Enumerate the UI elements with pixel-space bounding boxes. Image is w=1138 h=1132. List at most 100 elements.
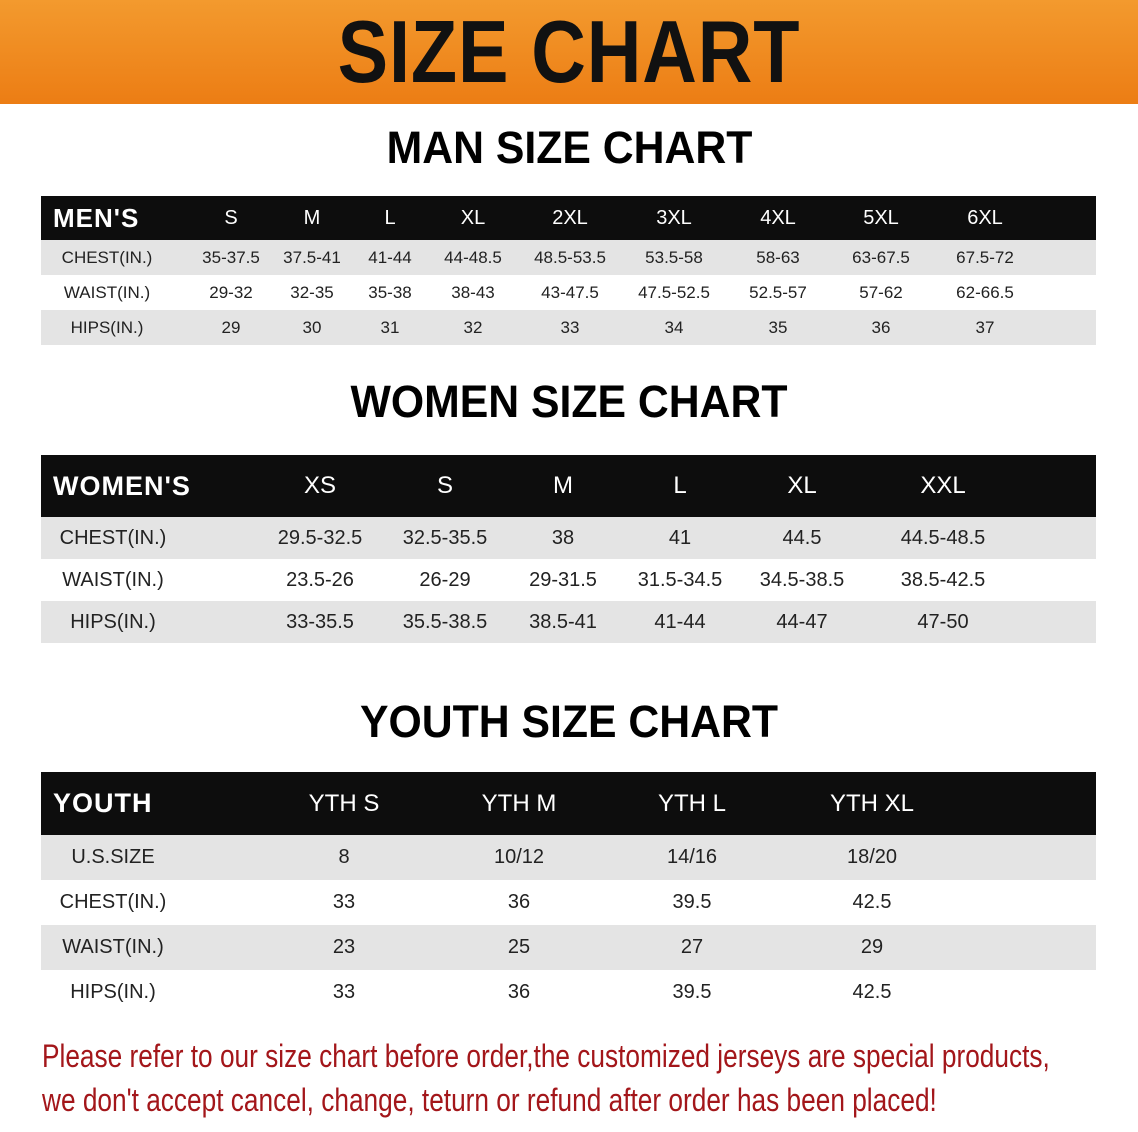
size-header: M	[303, 206, 321, 229]
measurement-cell: 35-37.5	[202, 247, 260, 267]
measurement-cell: 62-66.5	[956, 282, 1014, 302]
size-header: XL	[787, 472, 817, 499]
measurement-cell: 31.5-34.5	[637, 568, 723, 591]
table-row: U.S.SIZE 8 10/12 14/16 18/20	[41, 835, 1096, 880]
measurement-cell: 35.5-38.5	[402, 610, 488, 633]
measurement-cell: 52.5-57	[749, 282, 807, 302]
row-label: HIPS(IN.)	[70, 610, 156, 633]
measurement-cell: 31	[380, 317, 400, 337]
order-notice-line-1: Please refer to our size chart before or…	[42, 1038, 1050, 1074]
measurement-cell: 27	[680, 936, 704, 958]
size-header: XS	[303, 472, 337, 499]
measurement-cell: 29-31.5	[529, 568, 597, 591]
table-row: WAIST(IN.) 23.5-26 26-29 29-31.5 31.5-34.5 34…	[41, 559, 1096, 601]
measurement-cell: 44-48.5	[444, 247, 502, 267]
measurement-cell: 38-43	[451, 282, 495, 302]
measurement-cell: 47.5-52.5	[638, 282, 710, 302]
measurement-cell: 32-35	[290, 282, 334, 302]
table-row: CHEST(IN.) 35-37.5 37.5-41 41-44 44-48.5 48.5…	[41, 240, 1096, 275]
size-header: YTH S	[308, 789, 380, 817]
table-row: HIPS(IN.) 33-35.5 35.5-38.5 38.5-41 41-44 44-…	[41, 601, 1096, 643]
measurement-cell: 32	[463, 317, 483, 337]
size-header: 6XL	[967, 206, 1003, 229]
row-label: CHEST(IN.)	[61, 247, 153, 267]
size-header: L	[384, 206, 396, 229]
measurement-cell: 44.5-48.5	[900, 526, 986, 549]
men-header-label: MEN'S	[53, 202, 140, 233]
measurement-cell: 37	[975, 317, 995, 337]
measurement-cell: 41-44	[368, 247, 412, 267]
table-row: WAIST(IN.) 29-32 32-35 35-38 38-43 43-47.5 47.…	[41, 275, 1096, 310]
row-label: HIPS(IN.)	[70, 317, 144, 337]
measurement-cell: 41-44	[654, 610, 706, 633]
measurement-cell: 48.5-53.5	[534, 247, 606, 267]
order-notice-line-2: we don't accept cancel, change, teturn o…	[42, 1082, 937, 1118]
measurement-cell: 37.5-41	[283, 247, 341, 267]
size-header: M	[553, 472, 573, 499]
measurement-cell: 35	[768, 317, 788, 337]
men-header-row: MEN'S S M L XL 2XL 3XL 4XL 5XL 6XL	[41, 196, 1096, 240]
measurement-cell: 42.5	[852, 891, 892, 913]
youth-header-row: YOUTH YTH S YTH M YTH L YTH XL	[41, 772, 1096, 835]
men-size-table: MEN'S S M L XL 2XL 3XL 4XL 5XL 6XL CHEST(IN.) 35-37…	[41, 196, 1096, 345]
youth-size-table: YOUTH YTH S YTH M YTH L YTH XL U.S.SIZE 8 10/12…	[41, 772, 1096, 1015]
row-label: WAIST(IN.)	[62, 568, 164, 591]
measurement-cell: 38.5-42.5	[900, 568, 986, 591]
size-header: YTH XL	[829, 789, 915, 817]
size-header: XXL	[920, 472, 966, 499]
measurement-cell: 18/20	[846, 846, 898, 868]
row-label: U.S.SIZE	[71, 846, 155, 868]
measurement-cell: 57-62	[859, 282, 903, 302]
measurement-cell: 10/12	[493, 846, 545, 868]
women-section-title: WOMEN SIZE CHART	[0, 376, 1138, 428]
table-row: HIPS(IN.) 33 36 39.5 42.5	[41, 970, 1096, 1015]
measurement-cell: 29	[860, 936, 884, 958]
table-row: WAIST(IN.) 23 25 27 29	[41, 925, 1096, 970]
youth-header-label: YOUTH	[53, 788, 153, 818]
size-header: 2XL	[552, 206, 588, 229]
measurement-cell: 25	[507, 936, 531, 958]
table-row: HIPS(IN.) 29 30 31 32 33 34 35 36 37	[41, 310, 1096, 345]
measurement-cell: 30	[302, 317, 322, 337]
row-label: CHEST(IN.)	[59, 526, 167, 549]
youth-title-text: YOUTH SIZE CHART	[359, 696, 778, 747]
women-size-table: WOMEN'S XS S M L XL XXL CHEST(IN.) 29.5-32.5 32.5…	[41, 455, 1096, 643]
measurement-cell: 44-47	[776, 610, 828, 633]
size-chart-banner: SIZE CHART	[0, 0, 1138, 104]
measurement-cell: 34.5-38.5	[759, 568, 845, 591]
measurement-cell: 36	[871, 317, 891, 337]
table-row: CHEST(IN.) 29.5-32.5 32.5-35.5 38 41 44.5 44.5…	[41, 517, 1096, 559]
banner-title: SIZE CHART	[337, 2, 801, 101]
men-title-text: MAN SIZE CHART	[386, 122, 752, 173]
measurement-cell: 53.5-58	[645, 247, 703, 267]
measurement-cell: 29-32	[209, 282, 253, 302]
measurement-cell: 34	[664, 317, 684, 337]
measurement-cell: 67.5-72	[956, 247, 1014, 267]
women-header-label: WOMEN'S	[53, 470, 191, 501]
measurement-cell: 33	[332, 891, 356, 913]
measurement-cell: 43-47.5	[541, 282, 599, 302]
size-header: L	[673, 472, 687, 499]
measurement-cell: 14/16	[666, 846, 718, 868]
row-label: CHEST(IN.)	[59, 891, 167, 913]
measurement-cell: 47-50	[917, 610, 969, 633]
size-header: XL	[460, 206, 486, 229]
women-title-text: WOMEN SIZE CHART	[350, 376, 788, 427]
measurement-cell: 32.5-35.5	[402, 526, 488, 549]
size-header: S	[224, 206, 238, 229]
measurement-cell: 36	[507, 981, 531, 1003]
men-section-title: MAN SIZE CHART	[0, 122, 1138, 174]
row-label: WAIST(IN.)	[63, 282, 151, 302]
table-row: CHEST(IN.) 33 36 39.5 42.5	[41, 880, 1096, 925]
measurement-cell: 23	[332, 936, 356, 958]
size-header: YTH M	[481, 789, 557, 817]
measurement-cell: 29.5-32.5	[277, 526, 363, 549]
women-header-row: WOMEN'S XS S M L XL XXL	[41, 455, 1096, 517]
row-label: WAIST(IN.)	[62, 936, 164, 958]
measurement-cell: 58-63	[756, 247, 800, 267]
measurement-cell: 35-38	[368, 282, 412, 302]
measurement-cell: 44.5	[782, 526, 822, 549]
size-header: 3XL	[656, 206, 692, 229]
measurement-cell: 63-67.5	[852, 247, 910, 267]
measurement-cell: 38.5-41	[529, 610, 597, 633]
